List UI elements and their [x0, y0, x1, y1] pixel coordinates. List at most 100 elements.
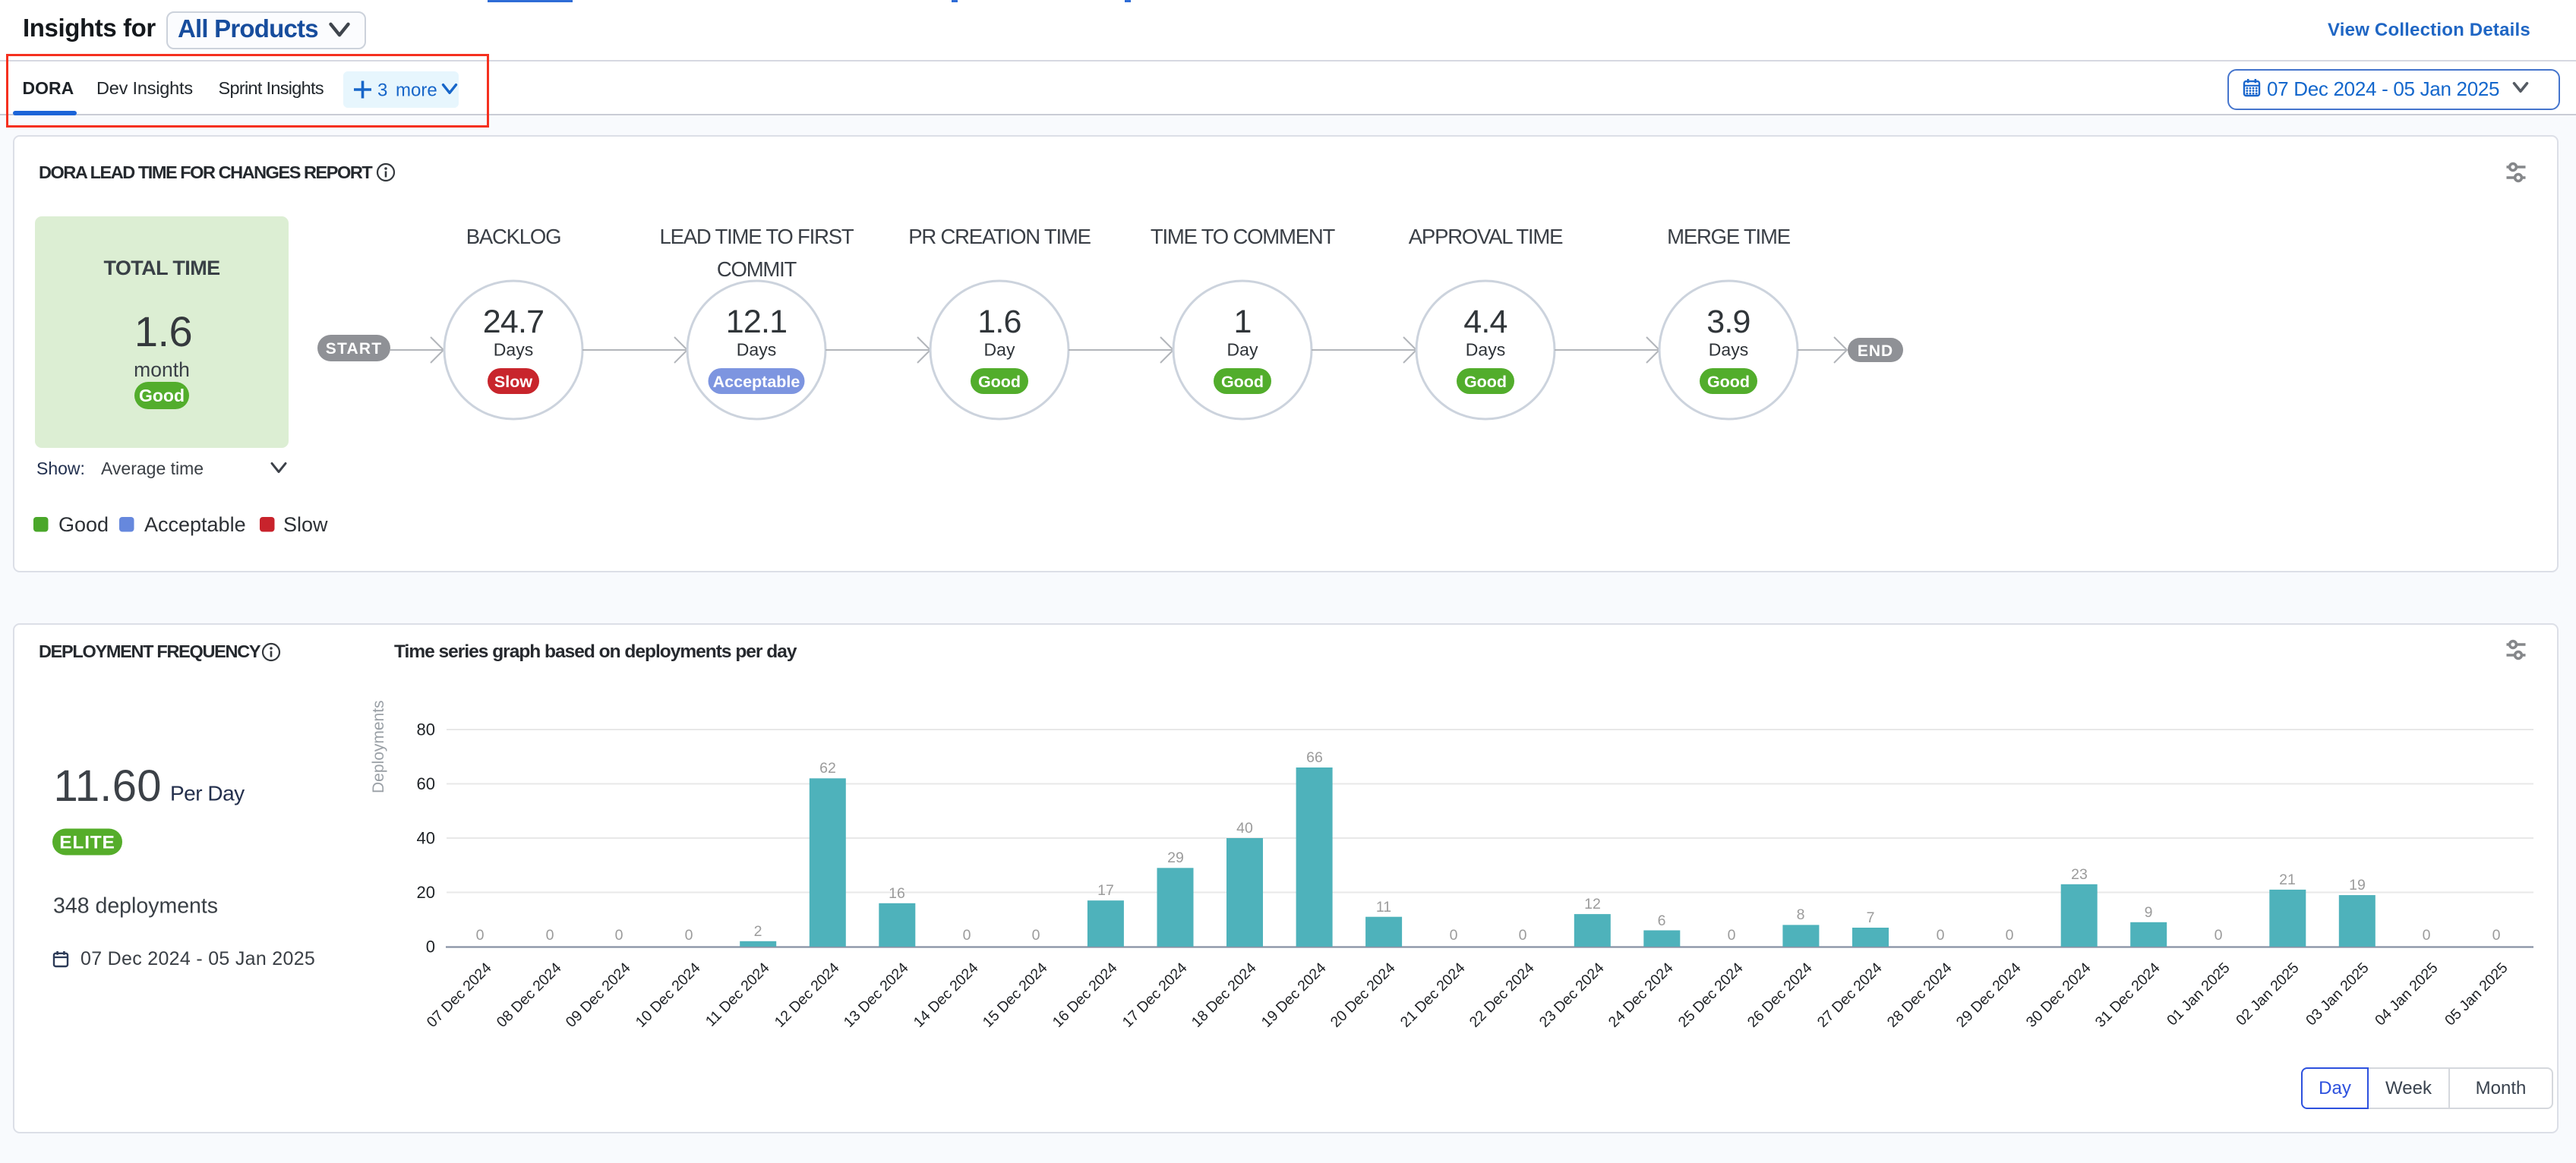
- svg-text:Average time: Average time: [101, 459, 204, 478]
- svg-text:31 Dec 2024: 31 Dec 2024: [2092, 960, 2164, 1031]
- svg-text:1: 1: [1233, 304, 1251, 340]
- svg-text:12 Dec 2024: 12 Dec 2024: [772, 960, 843, 1031]
- svg-text:07 Dec 2024 - 05 Jan 2025: 07 Dec 2024 - 05 Jan 2025: [2267, 77, 2499, 100]
- svg-text:12.1: 12.1: [726, 304, 788, 340]
- svg-text:24 Dec 2024: 24 Dec 2024: [1605, 960, 1677, 1031]
- svg-text:Days: Days: [1466, 340, 1505, 360]
- svg-text:24.7: 24.7: [483, 304, 545, 340]
- svg-text:28 Dec 2024: 28 Dec 2024: [1884, 960, 1956, 1031]
- svg-text:20 Dec 2024: 20 Dec 2024: [1327, 960, 1399, 1031]
- svg-text:MERGE TIME: MERGE TIME: [1667, 225, 1791, 248]
- svg-text:11: 11: [1376, 899, 1391, 916]
- svg-text:PR CREATION TIME: PR CREATION TIME: [908, 225, 1091, 248]
- svg-text:Good: Good: [139, 386, 185, 405]
- svg-text:13 Dec 2024: 13 Dec 2024: [841, 960, 912, 1031]
- svg-text:26 Dec 2024: 26 Dec 2024: [1744, 960, 1816, 1031]
- svg-text:23 Dec 2024: 23 Dec 2024: [1536, 960, 1608, 1031]
- svg-text:19: 19: [2349, 877, 2366, 894]
- svg-text:09 Dec 2024: 09 Dec 2024: [563, 960, 634, 1031]
- svg-text:15 Dec 2024: 15 Dec 2024: [980, 960, 1051, 1031]
- svg-text:START: START: [326, 340, 382, 358]
- svg-text:04 Jan 2025: 04 Jan 2025: [2372, 960, 2442, 1029]
- svg-text:02 Jan 2025: 02 Jan 2025: [2233, 960, 2303, 1029]
- svg-text:All Products: All Products: [178, 14, 318, 43]
- svg-text:25 Dec 2024: 25 Dec 2024: [1675, 960, 1747, 1031]
- svg-text:Good: Good: [58, 513, 109, 536]
- svg-text:Days: Days: [1709, 340, 1748, 360]
- svg-text:17 Dec 2024: 17 Dec 2024: [1119, 960, 1191, 1031]
- svg-text:0: 0: [685, 927, 693, 944]
- svg-text:2: 2: [754, 923, 762, 940]
- svg-text:18 Dec 2024: 18 Dec 2024: [1189, 960, 1260, 1031]
- svg-text:30 Dec 2024: 30 Dec 2024: [2023, 960, 2095, 1031]
- svg-text:10 Dec 2024: 10 Dec 2024: [633, 960, 704, 1031]
- svg-text:19 Dec 2024: 19 Dec 2024: [1258, 960, 1330, 1031]
- svg-text:Good: Good: [1464, 373, 1507, 391]
- svg-text:0: 0: [615, 927, 623, 944]
- svg-text:0: 0: [1519, 927, 1527, 944]
- svg-text:08 Dec 2024: 08 Dec 2024: [494, 960, 565, 1031]
- svg-text:0: 0: [963, 927, 971, 944]
- svg-text:40: 40: [417, 829, 435, 848]
- svg-text:12: 12: [1584, 896, 1601, 912]
- svg-text:DEPLOYMENT FREQUENCY: DEPLOYMENT FREQUENCY: [39, 641, 261, 661]
- svg-text:14 Dec 2024: 14 Dec 2024: [911, 960, 982, 1031]
- svg-text:80: 80: [417, 720, 435, 739]
- svg-text:Days: Days: [494, 340, 533, 360]
- svg-text:Time series graph based on dep: Time series graph based on deployments p…: [394, 641, 797, 662]
- svg-text:03 Jan 2025: 03 Jan 2025: [2303, 960, 2372, 1029]
- svg-text:16: 16: [889, 885, 905, 902]
- svg-text:0: 0: [2006, 927, 2014, 944]
- svg-text:29 Dec 2024: 29 Dec 2024: [1953, 960, 2025, 1031]
- svg-text:22 Dec 2024: 22 Dec 2024: [1466, 960, 1538, 1031]
- svg-text:16 Dec 2024: 16 Dec 2024: [1050, 960, 1121, 1031]
- svg-text:21 Dec 2024: 21 Dec 2024: [1397, 960, 1469, 1031]
- svg-text:DORA: DORA: [23, 78, 74, 98]
- svg-text:60: 60: [417, 774, 435, 793]
- svg-text:0: 0: [426, 938, 435, 957]
- svg-text:more: more: [396, 80, 437, 101]
- svg-text:27 Dec 2024: 27 Dec 2024: [1814, 960, 1886, 1031]
- svg-text:LEAD TIME TO FIRST: LEAD TIME TO FIRST: [660, 225, 854, 248]
- svg-text:ELITE: ELITE: [59, 833, 115, 853]
- svg-text:Day: Day: [1227, 340, 1258, 360]
- svg-text:APPROVAL TIME: APPROVAL TIME: [1409, 225, 1563, 248]
- svg-text:Deployments: Deployments: [370, 700, 387, 793]
- svg-text:66: 66: [1306, 749, 1323, 766]
- svg-text:0: 0: [476, 927, 485, 944]
- svg-text:20: 20: [417, 883, 435, 902]
- svg-text:month: month: [134, 358, 190, 381]
- svg-text:1.6: 1.6: [977, 304, 1021, 340]
- svg-text:01 Jan 2025: 01 Jan 2025: [2164, 960, 2233, 1029]
- svg-text:6: 6: [1658, 912, 1666, 929]
- svg-text:0: 0: [2215, 927, 2223, 944]
- svg-text:Sprint Insights: Sprint Insights: [219, 78, 324, 98]
- svg-text:END: END: [1858, 342, 1893, 360]
- svg-text:3.9: 3.9: [1706, 304, 1750, 340]
- svg-text:05 Jan 2025: 05 Jan 2025: [2442, 960, 2511, 1029]
- svg-text:Per Day: Per Day: [170, 782, 245, 805]
- svg-text:4.4: 4.4: [1463, 304, 1507, 340]
- svg-text:8: 8: [1797, 906, 1805, 923]
- svg-text:Slow: Slow: [283, 513, 328, 536]
- svg-text:40: 40: [1236, 820, 1253, 837]
- svg-text:Acceptable: Acceptable: [144, 513, 246, 536]
- svg-text:23: 23: [2071, 866, 2088, 883]
- svg-text:View Collection Details: View Collection Details: [2328, 20, 2530, 40]
- svg-text:0: 0: [1937, 927, 1945, 944]
- svg-text:0: 0: [1450, 927, 1458, 944]
- svg-text:0: 0: [2492, 927, 2501, 944]
- svg-text:1.6: 1.6: [134, 307, 192, 355]
- svg-text:11 Dec 2024: 11 Dec 2024: [702, 960, 773, 1030]
- svg-text:07 Dec 2024: 07 Dec 2024: [424, 960, 495, 1031]
- svg-text:Slow: Slow: [494, 373, 532, 391]
- svg-text:Good: Good: [1221, 373, 1264, 391]
- svg-text:348 deployments: 348 deployments: [53, 894, 218, 919]
- svg-text:Show:: Show:: [36, 459, 85, 478]
- svg-text:11.60: 11.60: [54, 761, 162, 811]
- svg-text:Good: Good: [1707, 373, 1750, 391]
- svg-text:Dev Insights: Dev Insights: [96, 78, 193, 98]
- svg-text:TIME TO COMMENT: TIME TO COMMENT: [1151, 225, 1336, 248]
- svg-text:3: 3: [377, 80, 387, 101]
- svg-text:DORA LEAD TIME FOR CHANGES REP: DORA LEAD TIME FOR CHANGES REPORT: [39, 162, 373, 182]
